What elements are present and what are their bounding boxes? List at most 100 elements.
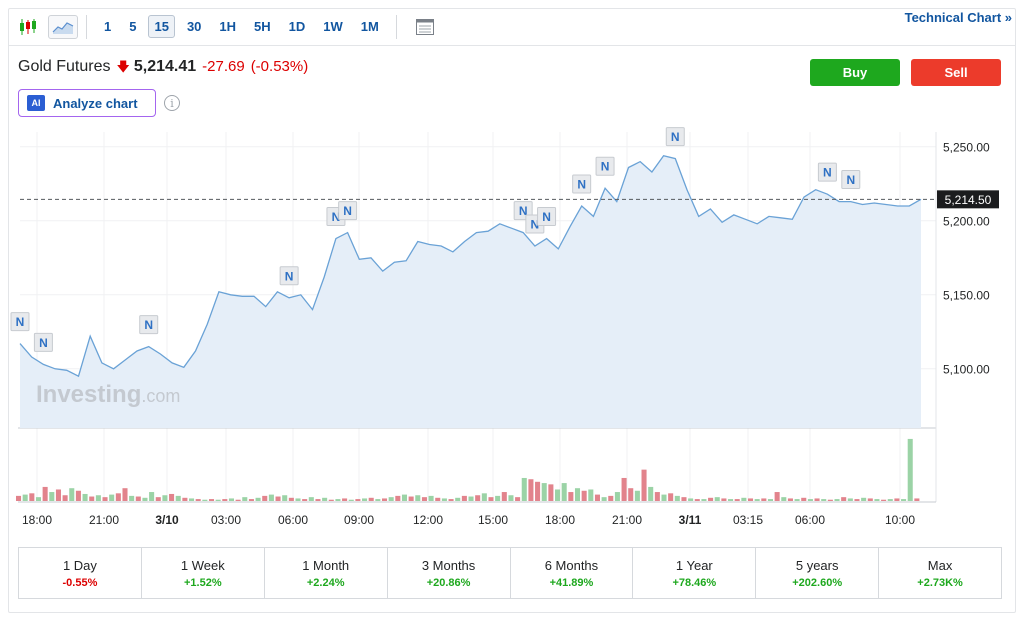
- news-marker[interactable]: N: [10, 312, 30, 332]
- volume-bar: [541, 483, 547, 501]
- x-axis: 18:00 21:00 3/10 03:00 06:00 09:00 12:00 15:00 1…: [22, 513, 915, 527]
- period-1-day[interactable]: 1 Day -0.55%: [19, 548, 141, 598]
- volume-bar: [774, 492, 780, 501]
- news-marker[interactable]: N: [139, 315, 159, 335]
- period-5-years[interactable]: 5 years +202.60%: [755, 548, 878, 598]
- timeframe-1m[interactable]: 1M: [360, 19, 379, 34]
- timeframe-30[interactable]: 30: [186, 19, 202, 34]
- volume-bar: [481, 493, 487, 501]
- calendar-table-icon[interactable]: [411, 15, 439, 39]
- volume-bar: [668, 493, 674, 501]
- volume-bar: [495, 495, 501, 501]
- period-max[interactable]: Max +2.73K%: [878, 548, 1001, 598]
- volume-bar: [555, 489, 561, 501]
- x-tick-label: 3/10: [155, 513, 179, 527]
- volume-bar: [388, 497, 394, 501]
- volume-bar: [807, 499, 813, 501]
- toolbar-separator: [86, 14, 87, 39]
- volume-bar: [155, 497, 161, 501]
- volume-bar: [614, 492, 620, 501]
- news-marker-label: N: [343, 204, 352, 218]
- period-6-months[interactable]: 6 Months +41.89%: [509, 548, 633, 598]
- volume-bar: [508, 495, 514, 501]
- timeframe-1w[interactable]: 1W: [323, 19, 343, 34]
- volume-bar: [102, 497, 108, 501]
- volume-bar: [375, 499, 381, 501]
- news-marker[interactable]: N: [33, 332, 53, 352]
- volume-bar: [761, 498, 767, 501]
- volume-bar: [348, 499, 354, 501]
- candlestick-icon[interactable]: [14, 15, 42, 39]
- volume-bar: [688, 498, 694, 501]
- chart-widget-frame: [8, 8, 1016, 613]
- timeframe-list: 1 5 15 30 1H 5H 1D 1W 1M: [95, 15, 388, 38]
- period-3-months[interactable]: 3 Months +20.86%: [386, 548, 510, 598]
- area-chart-icon[interactable]: [48, 14, 78, 39]
- volume-bar: [248, 499, 254, 501]
- news-marker-box: [841, 170, 861, 190]
- news-marker-label: N: [846, 173, 855, 187]
- volume-bar: [282, 495, 288, 501]
- timeframe-5h[interactable]: 5H: [254, 19, 271, 34]
- news-marker[interactable]: N: [665, 127, 685, 147]
- volume-bar: [574, 488, 581, 501]
- volume-bar: [49, 492, 55, 501]
- volume-bar: [135, 496, 141, 501]
- volume-bar: [714, 497, 720, 501]
- news-marker[interactable]: N: [595, 156, 615, 176]
- timeframe-15[interactable]: 15: [148, 15, 175, 38]
- x-tick-label: 06:00: [278, 513, 308, 527]
- period-label: 6 Months: [544, 557, 599, 573]
- volume-bar: [69, 488, 75, 501]
- period-label: 1 Month: [302, 557, 350, 573]
- volume-bar: [661, 494, 667, 501]
- news-marker[interactable]: N: [537, 207, 557, 227]
- volume-bar: [754, 499, 760, 501]
- volume-bar: [501, 492, 507, 501]
- buy-button[interactable]: Buy: [810, 59, 900, 86]
- news-marker-box: [10, 312, 30, 332]
- volume-bar: [894, 498, 900, 501]
- period-1-month[interactable]: 1 Month +2.24%: [263, 548, 387, 598]
- news-marker[interactable]: N: [338, 201, 358, 221]
- ai-icon: AI: [27, 95, 45, 111]
- volume-bar: [681, 497, 687, 501]
- period-change: +78.46%: [672, 576, 717, 589]
- volume-bar: [262, 495, 268, 501]
- timeframe-1h[interactable]: 1H: [219, 19, 237, 34]
- analyze-chart-button[interactable]: AI Analyze chart: [18, 89, 156, 117]
- technical-chart-link[interactable]: Technical Chart »: [904, 10, 1012, 25]
- news-marker-box: [665, 127, 685, 147]
- volume-bar: [215, 499, 221, 501]
- volume-bar: [708, 497, 714, 501]
- volume-bar: [22, 494, 28, 501]
- news-marker-label: N: [601, 160, 610, 174]
- x-tick-label: 18:00: [22, 513, 52, 527]
- period-1-year[interactable]: 1 Year +78.46%: [632, 548, 755, 598]
- volume-bar: [861, 497, 867, 501]
- news-marker[interactable]: N: [279, 266, 299, 286]
- x-tick-label: 09:00: [344, 513, 374, 527]
- volume-bar: [874, 499, 880, 501]
- sell-button[interactable]: Sell: [911, 59, 1001, 86]
- timeframe-5[interactable]: 5: [129, 19, 137, 34]
- news-marker-label: N: [332, 210, 341, 224]
- volume-bar: [887, 499, 893, 501]
- news-marker-box: [33, 332, 53, 352]
- news-marker-label: N: [39, 336, 48, 350]
- timeframe-1d[interactable]: 1D: [288, 19, 306, 34]
- info-icon[interactable]: i: [164, 95, 180, 111]
- news-marker[interactable]: N: [572, 174, 592, 194]
- timeframe-1[interactable]: 1: [104, 19, 112, 34]
- period-1-week[interactable]: 1 Week +1.52%: [140, 548, 264, 598]
- period-change: -0.55%: [62, 576, 98, 589]
- period-change: +41.89%: [549, 576, 594, 589]
- volume-bar: [109, 494, 115, 501]
- volume-bar: [89, 496, 95, 501]
- news-marker[interactable]: N: [841, 170, 861, 190]
- news-marker[interactable]: N: [817, 162, 837, 182]
- volume-bar: [335, 499, 341, 501]
- volume-bar: [588, 489, 594, 501]
